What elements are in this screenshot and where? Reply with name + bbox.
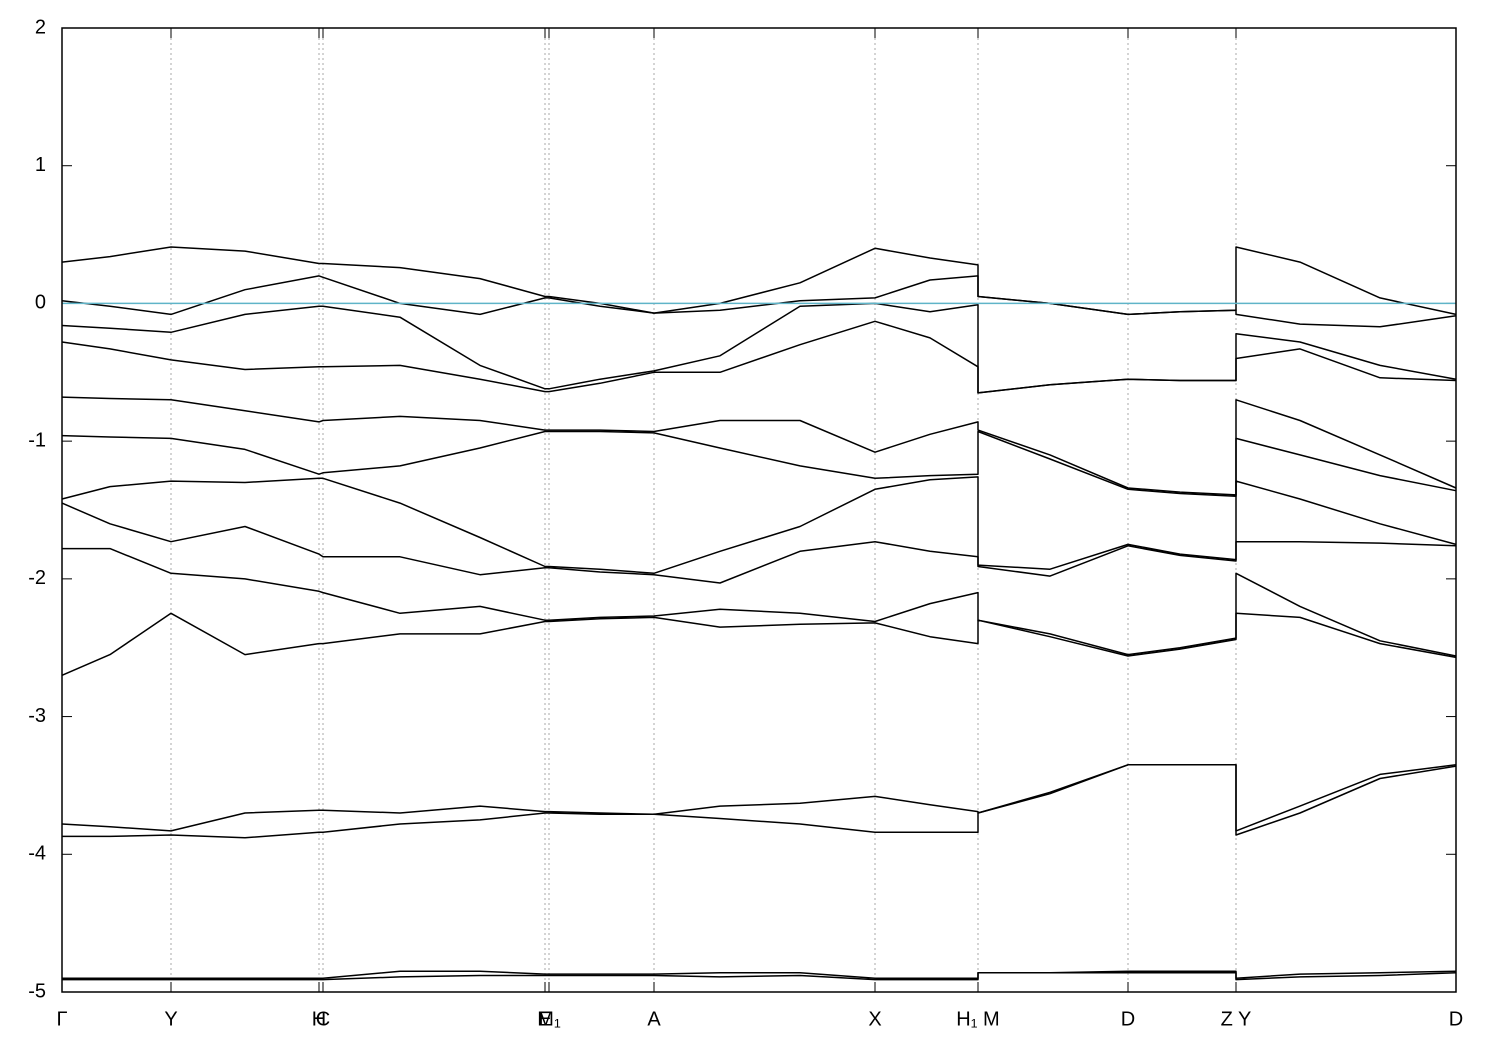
y-tick-label: -1 xyxy=(28,429,46,451)
band-line xyxy=(61,476,1457,575)
band-line xyxy=(61,320,1457,394)
x-tick-label: C xyxy=(316,1008,330,1030)
band-line xyxy=(61,430,1457,497)
band-line xyxy=(61,502,1457,584)
y-tick-label: 1 xyxy=(35,154,46,176)
band-line xyxy=(62,971,1457,981)
x-tick-label: Γ xyxy=(56,1008,67,1030)
plot-frame xyxy=(61,27,1457,993)
y-tick-label: -3 xyxy=(28,705,46,727)
y-tick-label: -2 xyxy=(28,567,46,589)
y-tick-label: -5 xyxy=(28,980,46,1002)
x-tick-label: E xyxy=(538,1008,551,1030)
band-line xyxy=(61,396,1457,496)
x-tick-label: D xyxy=(1449,1008,1463,1030)
x-tick-label: X xyxy=(868,1008,881,1030)
x-tick-label: H xyxy=(312,1008,326,1030)
x-tick-label: Y xyxy=(164,1008,177,1030)
x-tick-label: M₁ xyxy=(537,1008,561,1030)
x-tick-label: Z Y xyxy=(1221,1008,1252,1030)
x-tick-label: A xyxy=(647,1008,661,1030)
band-line xyxy=(61,275,1457,328)
band-line xyxy=(62,547,1457,657)
y-tick-label: 0 xyxy=(35,292,46,314)
x-tick-label: D xyxy=(1121,1008,1135,1030)
band-line xyxy=(61,612,1457,676)
band-line xyxy=(62,970,1457,979)
band-line xyxy=(62,764,1457,839)
x-tick-label: H₁ M xyxy=(956,1008,999,1030)
y-tick-label: 2 xyxy=(35,16,46,38)
y-tick-label: -4 xyxy=(28,843,46,865)
